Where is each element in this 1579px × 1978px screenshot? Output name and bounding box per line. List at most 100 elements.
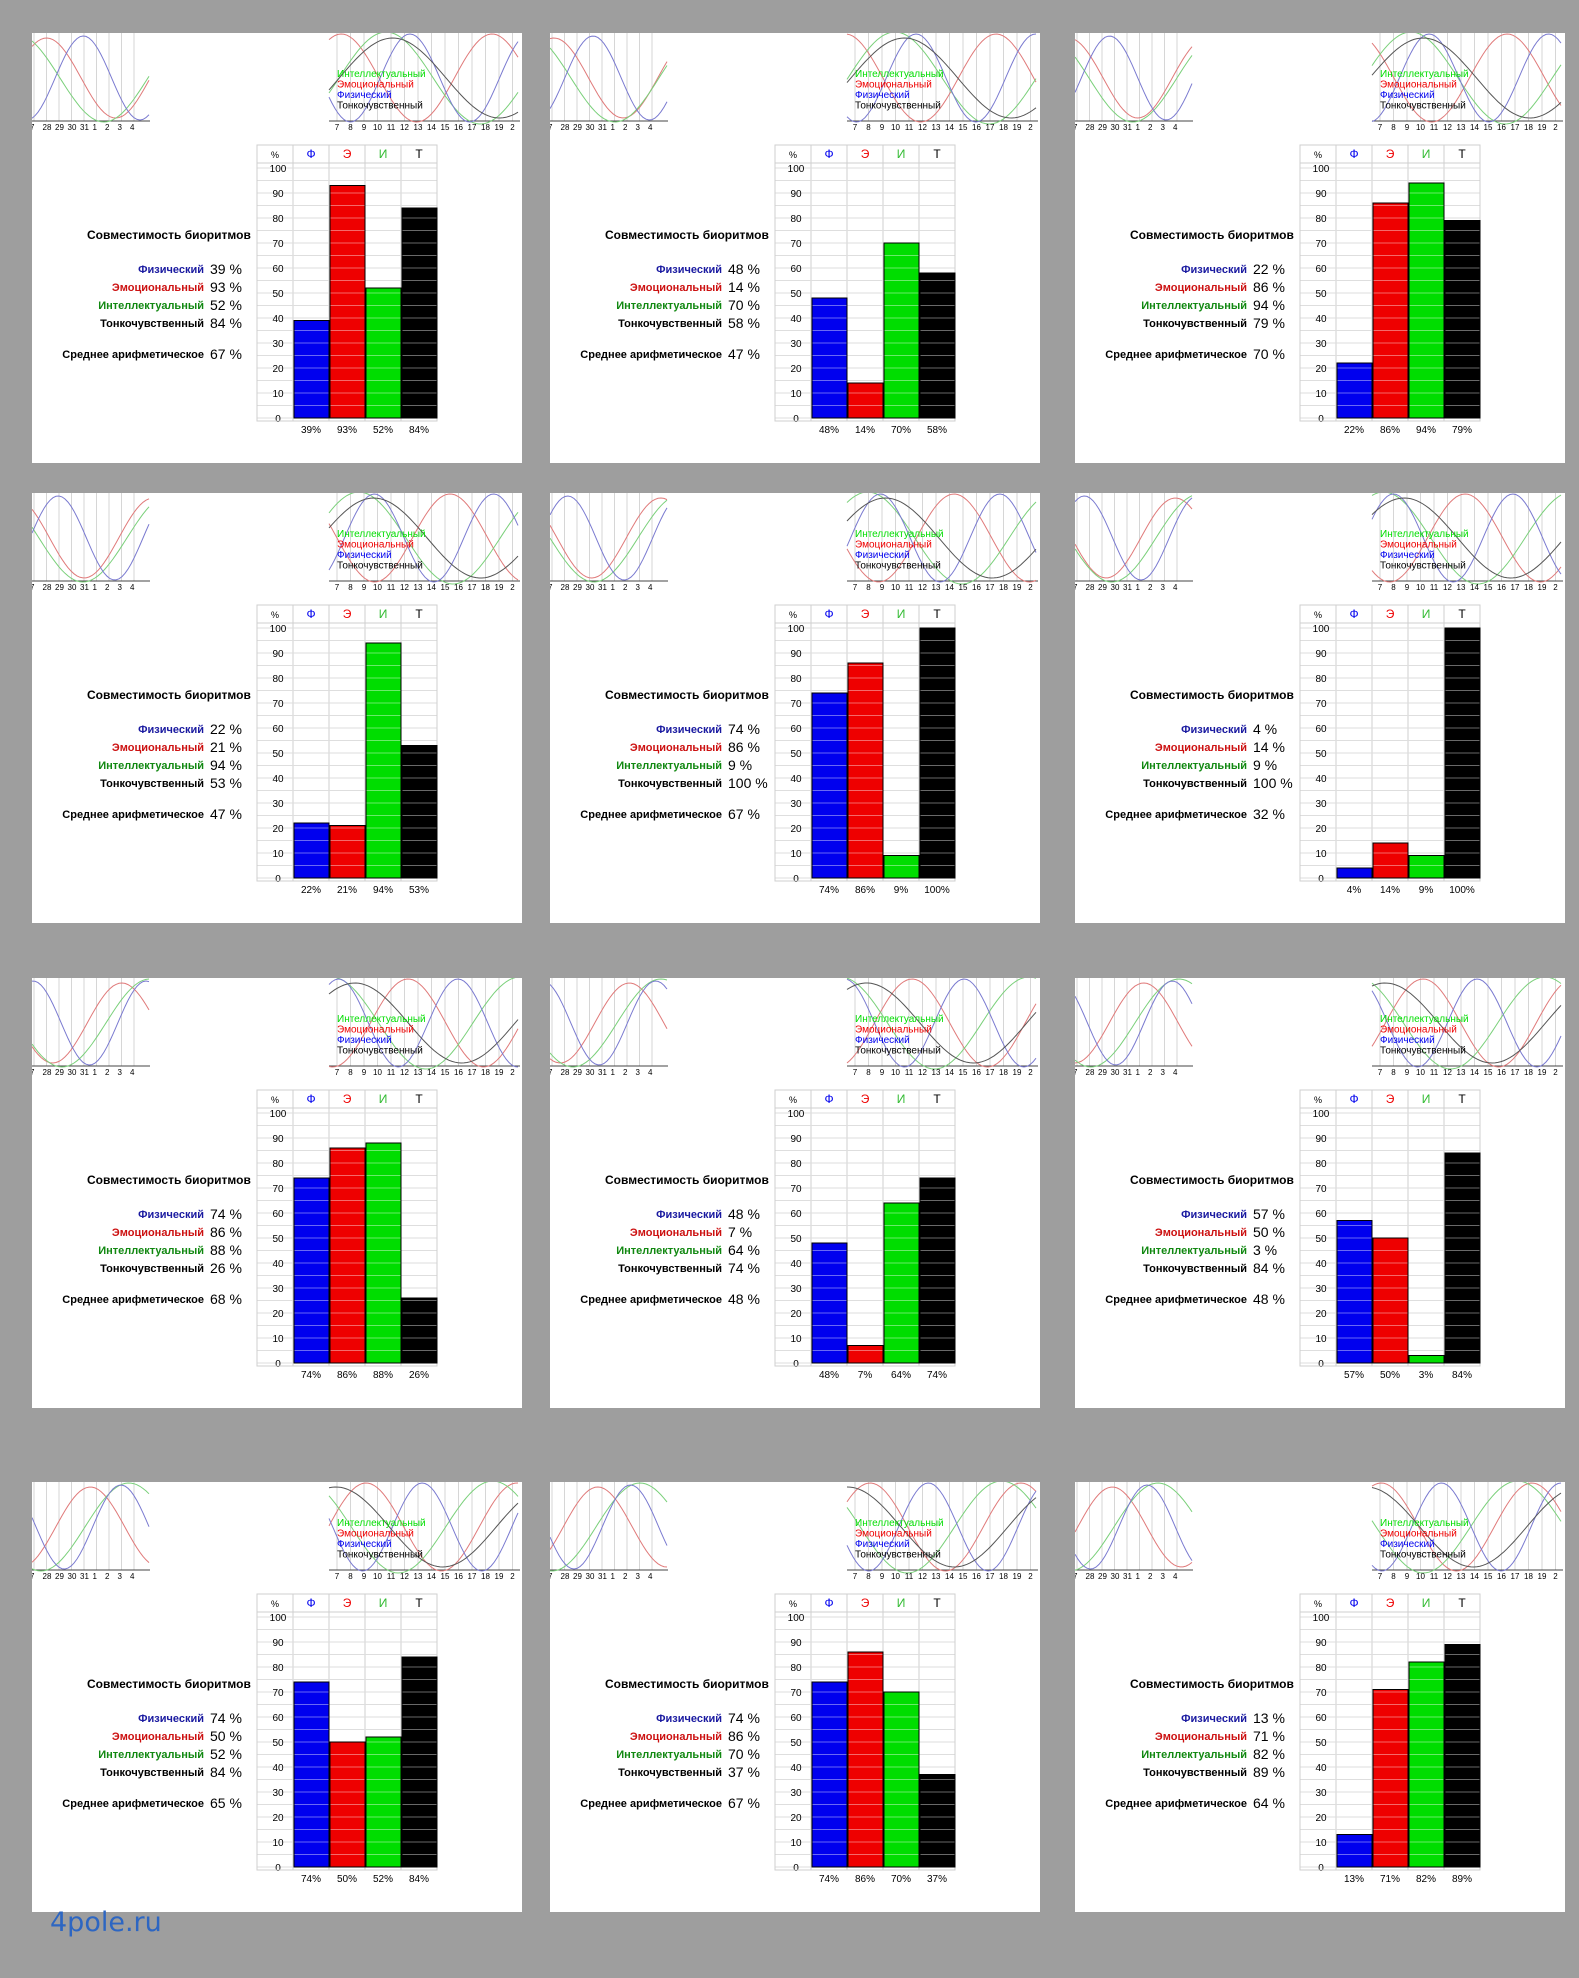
bar-physical <box>294 823 329 878</box>
bar-outline <box>401 1297 438 1364</box>
main-intellectual-curve <box>1371 978 1562 1070</box>
stat-value: 100 % <box>728 775 768 791</box>
bar-stripes <box>1373 1691 1408 1855</box>
main-legend-entry: Тонкочувственный <box>855 1046 941 1057</box>
main-axis-tick: 11 <box>1430 123 1439 132</box>
stat-row: Интеллектуальный 94 % <box>32 757 242 775</box>
y-tick-label: 0 <box>275 874 281 885</box>
bar-outline <box>1408 1355 1445 1364</box>
bar-header-label: % <box>1314 1095 1322 1105</box>
main-subtle-curve <box>846 37 1037 119</box>
main-biorhythm-chart: ИнтеллектуальныйЭмоциональныйФизическийТ… <box>328 33 520 132</box>
main-axis-tick: 7 <box>335 123 340 132</box>
mini-axis-tick: 1 <box>1136 123 1141 132</box>
stat-value: 70 % <box>728 297 760 313</box>
main-axis-tick: 11 <box>905 1572 914 1581</box>
main-axis-tick: 16 <box>454 583 463 592</box>
main-axis-tick: 14 <box>1470 1572 1479 1581</box>
bar-header-label: Э <box>1386 1092 1395 1106</box>
bar-subtle <box>1445 1644 1480 1867</box>
mini-axis-tick: 7 <box>550 1068 553 1077</box>
stat-value: 86 % <box>728 739 760 755</box>
main-axis-tick: 18 <box>999 1068 1008 1077</box>
mini-axis-tick: 2 <box>1148 583 1153 592</box>
mean-row: Среднее арифметическое 67 % <box>550 806 760 824</box>
y-tick-label: 30 <box>272 1788 284 1799</box>
mini-axis-tick: 3 <box>1161 1572 1166 1581</box>
y-tick-label: 60 <box>1315 1713 1327 1724</box>
stat-row: Тонкочувственный 100 % <box>1075 775 1293 793</box>
bar-outline <box>811 297 848 419</box>
mean-value: 47 % <box>210 806 242 822</box>
bar-percent-label: 64% <box>891 1370 911 1381</box>
biorhythm-panel-graphics: 7 28 29 30 31 1 2 3 4ИнтеллектуальныйЭмоциональн… <box>550 1482 1038 1885</box>
mini-emotional-curve <box>32 37 150 119</box>
bar-percent-label: 52% <box>373 1874 393 1885</box>
main-axis-tick: 8 <box>1391 123 1396 132</box>
y-tick-label: 60 <box>272 1209 284 1220</box>
main-axis-tick: 12 <box>918 123 927 132</box>
bar-intellectual <box>1409 855 1444 878</box>
main-axis-tick: 13 <box>414 123 423 132</box>
main-legend-entry: Физический <box>855 90 910 101</box>
compatibility-title: Совместимость биоритмов <box>605 1173 769 1187</box>
main-biorhythm-chart: ИнтеллектуальныйЭмоциональныйФизическийТ… <box>1371 33 1563 132</box>
main-legend-entry: Интеллектуальный <box>855 1518 944 1529</box>
bar-percent-label: 9% <box>894 885 909 896</box>
compatibility-title: Совместимость биоритмов <box>605 228 769 242</box>
bar-header-label: % <box>1314 610 1322 620</box>
stat-label: Эмоциональный <box>629 1731 722 1743</box>
bar-header-label: И <box>379 607 388 621</box>
mean-value: 64 % <box>1253 1795 1285 1811</box>
stat-row: Физический 4 % <box>1075 721 1277 739</box>
stat-row: Эмоциональный 50 % <box>1075 1224 1285 1242</box>
stat-label: Интеллектуальный <box>1141 300 1247 312</box>
biorhythm-panel-graphics: 7 28 29 30 31 1 2 3 4ИнтеллектуальныйЭмоциональн… <box>32 978 520 1381</box>
bar-percent-label: 50% <box>1380 1370 1400 1381</box>
mini-physical-curve <box>32 1484 150 1570</box>
bar-header-label: Т <box>933 1092 941 1106</box>
stat-value: 74 % <box>210 1206 242 1222</box>
stat-value: 86 % <box>728 1728 760 1744</box>
bar-outline <box>847 1345 884 1364</box>
main-axis-tick: 19 <box>495 583 504 592</box>
main-axis-tick: 19 <box>495 123 504 132</box>
stat-label: Интеллектуальный <box>98 300 204 312</box>
main-axis-tick: 2 <box>1553 123 1558 132</box>
main-axis-tick: 17 <box>468 123 477 132</box>
main-legend-entry: Интеллектуальный <box>1380 529 1469 540</box>
mini-intellectual-curve <box>32 978 150 1068</box>
main-legend-entry: Эмоциональный <box>1380 1529 1457 1540</box>
bar-outline <box>329 1741 366 1868</box>
main-axis-tick: 13 <box>1457 123 1466 132</box>
main-intellectual-curve <box>846 493 1037 585</box>
stat-value: 3 % <box>1253 1242 1278 1258</box>
bar-stripes <box>1445 1162 1480 1351</box>
bar-physical <box>812 1682 847 1867</box>
mini-axis-tick: 3 <box>636 1572 641 1581</box>
biorhythm-panel: 7 28 29 30 31 1 2 3 4 Интеллектуальный Эмоциональн… <box>32 1482 522 1912</box>
mini-axis-tick: 30 <box>586 1572 595 1581</box>
main-axis-tick: 19 <box>1013 1572 1022 1581</box>
stat-label: Интеллектуальный <box>98 760 204 772</box>
mini-biorhythm-chart: 7 28 29 30 31 1 2 3 4 <box>32 33 150 132</box>
mini-biorhythm-chart: 7 28 29 30 31 1 2 3 4 <box>550 978 668 1077</box>
mean-label: Среднее арифметическое <box>580 1798 722 1810</box>
bar-percent-label: 74% <box>819 1874 839 1885</box>
y-tick-label: 0 <box>1318 414 1324 425</box>
main-axis-tick: 11 <box>905 123 914 132</box>
main-subtle-curve <box>846 982 1037 1064</box>
main-axis-tick: 7 <box>853 123 858 132</box>
main-axis-tick: 14 <box>945 1068 954 1077</box>
mean-label: Среднее арифметическое <box>580 349 722 361</box>
main-axis-tick: 10 <box>373 1068 382 1077</box>
main-axis-tick: 7 <box>853 1068 858 1077</box>
bar-header-label: Ф <box>1349 1092 1358 1106</box>
mini-axis-tick: 7 <box>550 1572 553 1581</box>
main-physical-curve <box>846 1482 1037 1572</box>
bar-header-label: Ф <box>824 1092 833 1106</box>
y-tick-label: 40 <box>272 774 284 785</box>
main-axis-tick: 15 <box>1484 123 1493 132</box>
biorhythm-panel: 7 28 29 30 31 1 2 3 4 Интеллектуальный Эмоциональн… <box>1075 1482 1565 1912</box>
